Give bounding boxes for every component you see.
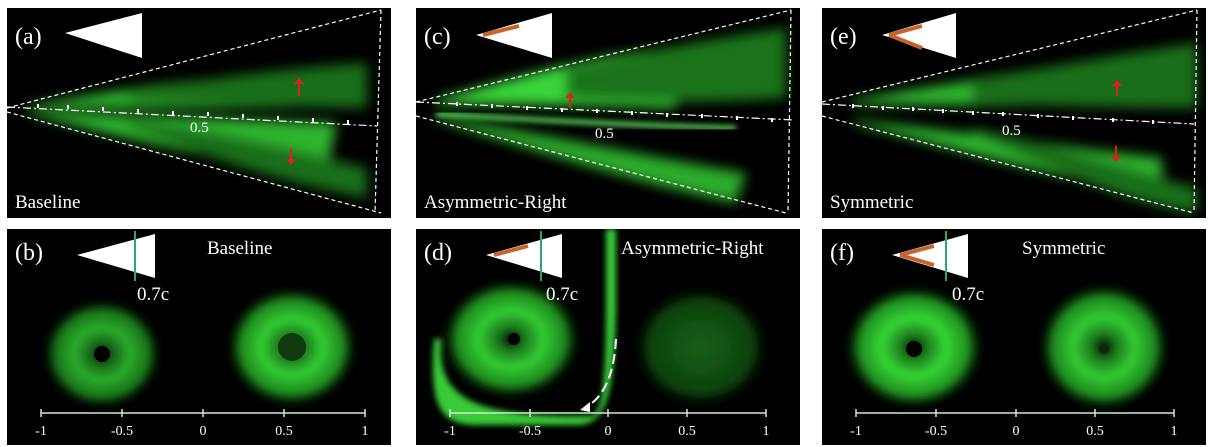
- chord-mark-label: 0.5: [1002, 123, 1021, 139]
- panel-caption: Symmetric: [830, 192, 914, 213]
- panel-label: (d): [424, 240, 452, 266]
- panel-label: (c): [424, 24, 451, 50]
- arrow-down-marker: [286, 148, 296, 165]
- axis-tick: -1: [444, 424, 456, 439]
- axis-tick: 1: [762, 424, 770, 439]
- panel-d-crossflow-view: (d) Asymmetric-Right 0.7c -1 -0.5 0 0.5 …: [416, 229, 800, 445]
- flap-right-marker: [888, 24, 923, 37]
- panel-label: (f): [830, 240, 854, 266]
- delta-wing-icon: [476, 13, 552, 58]
- axis-tick: -1: [35, 424, 47, 439]
- station-label: 0.7c: [952, 284, 985, 305]
- panel-e-planform-view: (e) 0.5 Symmetric: [822, 8, 1206, 218]
- arrow-down-marker: [1111, 146, 1121, 162]
- axis-tick: 0: [1012, 424, 1020, 439]
- axis-tick: -0.5: [518, 424, 542, 439]
- chord-mark-label: 0.5: [190, 120, 209, 136]
- flap-right-marker: [899, 244, 935, 257]
- delta-wing-icon: [65, 13, 142, 58]
- arrow-up-marker: [565, 92, 575, 108]
- axis-tick: 0.5: [678, 424, 696, 439]
- delta-wing-icon: [486, 234, 562, 278]
- panel-caption: Symmetric: [1022, 238, 1106, 259]
- panel-label: (a): [15, 24, 42, 50]
- panel-label: (b): [15, 240, 43, 266]
- panel-c-planform-view: (c) 0.5 Asymmetric-Right: [416, 8, 800, 218]
- dye-visualization-a: [7, 9, 382, 214]
- station-label: 0.7c: [137, 284, 170, 305]
- axis-tick: -0.5: [924, 424, 948, 439]
- arrow-up-marker: [294, 78, 304, 96]
- axis-tick: 1: [361, 424, 369, 439]
- dye-visualization-c: [416, 9, 795, 214]
- flap-left-marker: [899, 253, 935, 267]
- panel-caption: Asymmetric-Right: [621, 238, 764, 259]
- axis-tick: 0.5: [1086, 424, 1104, 439]
- vortex-crossflow-f: [842, 231, 1175, 417]
- dye-visualization-e: [822, 9, 1198, 214]
- chord-mark-label: 0.5: [595, 126, 614, 142]
- panel-label: (e): [830, 24, 857, 50]
- axis-tick: 0: [604, 424, 612, 439]
- panel-caption: Asymmetric-Right: [424, 192, 567, 213]
- axis-tick: 0: [199, 424, 207, 439]
- vortex-crossflow-d: [432, 229, 773, 425]
- delta-wing-icon: [882, 13, 956, 58]
- flow-direction-arrow: [585, 338, 617, 408]
- axis-tick: -0.5: [110, 424, 134, 439]
- axis-tick: 0.5: [275, 424, 293, 439]
- panel-caption: Baseline: [15, 192, 81, 213]
- panel-a-planform-view: (a) 0.5 Baseline: [7, 8, 391, 218]
- panel-caption: Baseline: [207, 238, 273, 259]
- delta-wing-icon: [892, 234, 968, 278]
- flap-right-marker: [493, 244, 529, 257]
- arrow-up-marker: [1112, 80, 1122, 96]
- panel-f-crossflow-view: (f) Symmetric 0.7c -1 -0.5 0 0.5 1: [822, 229, 1206, 445]
- axis-tick: 1: [1170, 424, 1178, 439]
- delta-wing-icon: [77, 234, 155, 278]
- flap-right-marker: [482, 24, 520, 37]
- station-label: 0.7c: [546, 284, 579, 305]
- axis-tick: -1: [850, 424, 862, 439]
- flap-left-marker: [888, 33, 923, 50]
- vortex-crossflow-b: [40, 231, 366, 417]
- panel-b-crossflow-view: (b) Baseline 0.7c -1 -0.5 0 0.5 1: [7, 229, 391, 445]
